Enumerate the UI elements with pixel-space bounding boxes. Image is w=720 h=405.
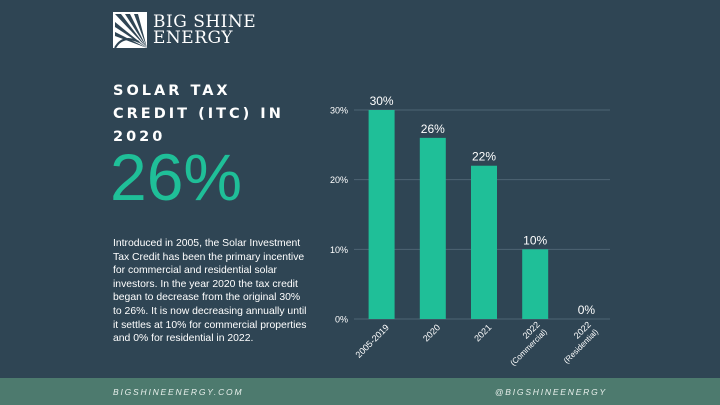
x-tick-label: 2005-2019 — [354, 322, 392, 360]
footer-handle[interactable]: @BIGSHINEENERGY — [494, 386, 607, 397]
x-tick-label: 2022(Commercial) — [501, 319, 549, 367]
brand-name: BIG SHINE ENERGY — [153, 12, 257, 48]
x-tick-label: 2020 — [421, 322, 442, 343]
footer-bar: BIGSHINEENERGY.COM @BIGSHINEENERGY — [0, 378, 720, 405]
page-title: SOLAR TAX CREDIT (ITC) IN 2020 — [113, 83, 284, 145]
bar — [522, 249, 549, 319]
footer-website[interactable]: BIGSHINEENERGY.COM — [113, 386, 244, 397]
bar — [419, 137, 446, 319]
y-tick-label: 10% — [330, 245, 348, 255]
bar — [471, 165, 497, 319]
brand-logo: BIG SHINE ENERGY — [113, 12, 256, 48]
x-tick-label: 2022(Residential) — [554, 319, 600, 365]
brand-line-2: ENERGY — [153, 28, 233, 48]
data-label: 0% — [578, 303, 596, 317]
y-tick-label: 20% — [330, 175, 348, 185]
data-label: 26% — [421, 122, 445, 136]
description-text: Introduced in 2005, the Solar Investment… — [113, 238, 307, 345]
sunburst-icon — [113, 12, 147, 48]
data-label: 22% — [472, 150, 496, 164]
bar — [368, 110, 395, 319]
data-label: 10% — [523, 233, 547, 247]
y-tick-label: 30% — [330, 106, 348, 116]
bar-chart: 0% 10% 20% 30% 30% 2005-2019 26% 2020 22% 2021 10%… — [330, 94, 610, 368]
x-tick-label: 2021 — [472, 322, 493, 343]
y-tick-label: 0% — [335, 315, 348, 325]
data-label: 30% — [370, 94, 394, 108]
headline-value: 26% — [110, 140, 243, 214]
brand-line-1: BIG SHINE — [153, 12, 257, 32]
